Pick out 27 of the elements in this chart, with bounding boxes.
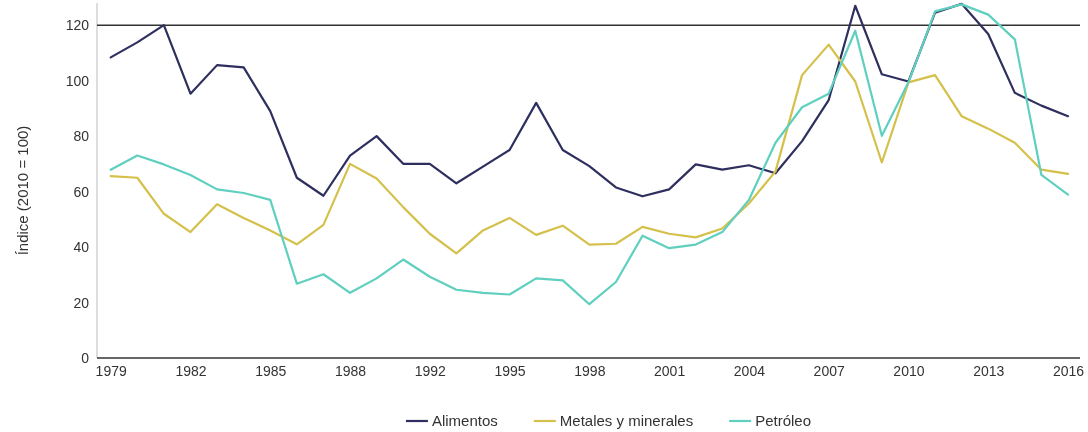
x-tick-label: 2010 <box>893 362 925 379</box>
x-tick-label: 2001 <box>654 362 686 379</box>
legend-label: Petróleo <box>755 412 812 429</box>
x-tick-label: 2004 <box>733 362 766 379</box>
x-tick-label: 2013 <box>973 362 1005 379</box>
y-tick-label: 40 <box>73 239 90 256</box>
line-series <box>109 2 1070 198</box>
line-series <box>109 3 1070 306</box>
x-tick-label: 1998 <box>574 362 606 379</box>
x-tick-label: 1979 <box>95 362 127 379</box>
y-axis-title: Índice (2010 = 100) <box>14 125 31 256</box>
y-tick-label: 80 <box>73 128 90 145</box>
x-tick-label: 1982 <box>175 362 207 379</box>
legend-label: Alimentos <box>431 412 498 429</box>
x-tick-label: 2007 <box>813 362 845 379</box>
y-tick-label: 20 <box>73 294 90 311</box>
y-tick-label: 100 <box>65 72 90 89</box>
x-tick-label: 1995 <box>494 362 526 379</box>
y-tick-label: 0 <box>81 349 90 366</box>
line-series <box>109 43 1070 255</box>
y-tick-label: 120 <box>65 17 90 34</box>
x-tick-label: 1992 <box>414 362 447 379</box>
x-tick-label: 1988 <box>334 362 367 379</box>
legend-label: Metales y minerales <box>559 412 694 429</box>
y-tick-label: 60 <box>73 183 90 200</box>
x-tick-label: 1985 <box>255 362 287 379</box>
x-tick-label: 2016 <box>1052 362 1085 379</box>
